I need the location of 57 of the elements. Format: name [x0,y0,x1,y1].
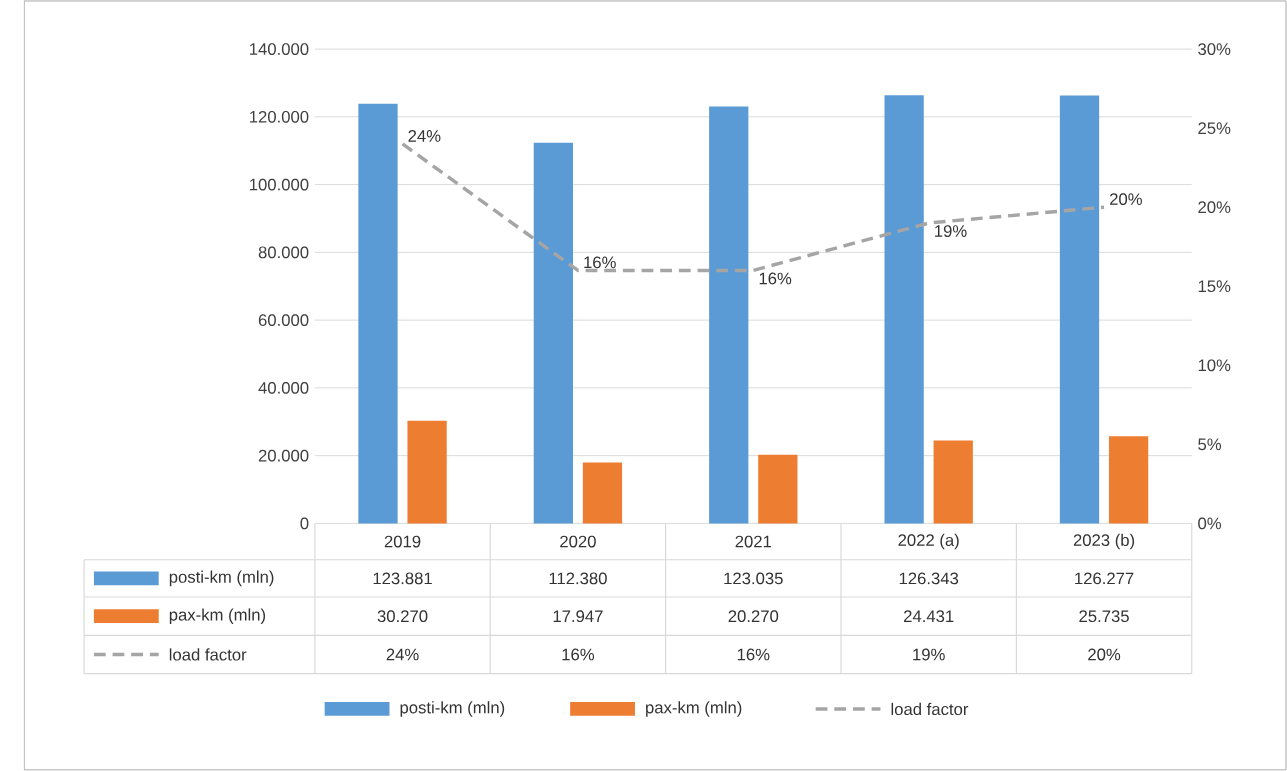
y2-tick-label: 10% [1198,359,1231,372]
text: 19% [935,225,967,238]
legend-label: load factor [169,648,247,661]
text: 16% [584,256,616,269]
y-tick-label: 140.000 [250,43,309,56]
bar [582,462,623,524]
y-tick-label: 80.000 [258,246,309,259]
legend-label: posti-km (mln) [169,570,274,587]
bar [407,420,447,524]
data-label: 24.431 [904,610,954,623]
y2-tick-label: 30% [1198,43,1231,56]
bar [758,454,798,524]
bar [1059,95,1100,524]
y2-tick-label: 5% [1198,438,1222,451]
text: 24% [408,130,441,142]
data-label: 19% [913,648,945,661]
data-label: 123.881 [373,572,432,585]
bar [358,103,398,524]
data-label: 30.270 [377,610,428,623]
text: pax-km (mln) [646,701,742,717]
text: posti-km (mln) [400,701,505,717]
y2-tick-label: 20% [1198,201,1231,214]
x-tick-label: 2020 [560,535,596,548]
data-label: 126.343 [899,572,959,585]
y-tick-label: 0 [300,517,309,530]
y-tick-label: 40.000 [258,382,309,394]
x-tick-label: 2022 (a) [898,533,959,550]
text: load factor [891,702,969,716]
data-label: 24% [386,648,419,661]
data-label: 16% [562,648,595,661]
bar [933,440,973,524]
line-series [400,142,1106,273]
data-label: 20.270 [728,610,779,623]
data-label: 123.035 [724,572,783,585]
data-label: 25.735 [1079,610,1129,623]
data-label: 20% [1088,648,1121,661]
text: 20% [1110,193,1142,206]
data-label: 126.277 [1075,572,1134,585]
y2-tick-label: 0% [1198,517,1222,530]
y-tick-label: 120.000 [250,111,309,123]
data-label: 17.947 [553,610,603,623]
legend-label: pax-km (mln) [169,608,266,625]
y-tick-label: 60.000 [258,314,309,327]
bar [884,95,924,524]
x-tick-label: 2021 [735,535,772,548]
bar [1108,436,1149,524]
y2-tick-label: 15% [1198,280,1231,293]
data-label: 112.380 [549,572,607,585]
x-tick-label: 2023 (b) [1073,533,1135,550]
data-label: 16% [737,648,770,661]
bar [709,106,749,524]
y-tick-label: 100.000 [250,178,309,191]
x-tick-label: 2019 [384,535,421,548]
y2-tick-label: 25% [1198,122,1231,135]
bar [533,142,574,524]
text: 16% [759,272,792,285]
y-tick-label: 20.000 [258,449,309,462]
